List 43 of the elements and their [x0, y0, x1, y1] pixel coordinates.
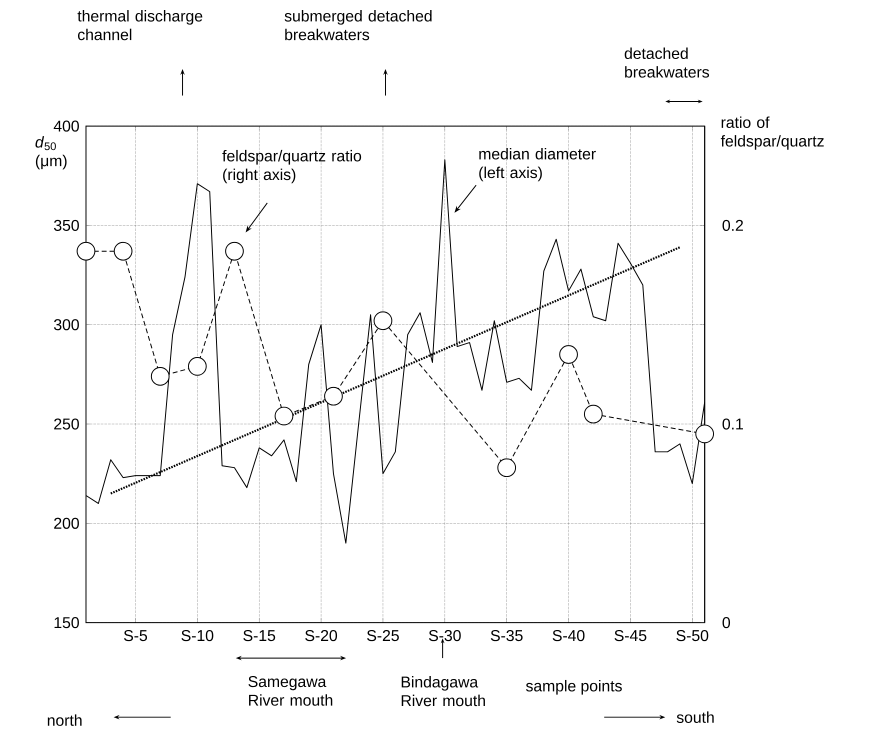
point [150, 367, 170, 386]
y-tick-label: 300 [54, 319, 79, 330]
y-tick-label: 350 [54, 220, 79, 231]
x-tick-label: S-5 [124, 630, 148, 642]
text: Samegawa River mouth [248, 676, 332, 706]
point [188, 357, 207, 376]
y2-tick-label: 0.1 [722, 418, 743, 430]
x-tick-label: S-50 [676, 630, 708, 642]
text: south [676, 711, 714, 723]
x-tick-label: S-20 [305, 630, 338, 642]
text: detached breakwaters [624, 47, 710, 78]
y-tick-label: 250 [54, 418, 79, 430]
x-axis-title: sample points [526, 680, 622, 695]
point [559, 345, 578, 364]
point [584, 404, 603, 424]
y-tick-label: 400 [54, 120, 79, 132]
x-tick-label: S-15 [243, 630, 276, 642]
y-axis-title: d$_{50}$ (μm) [35, 136, 67, 170]
point [695, 424, 714, 444]
y2-tick-label: 0 [722, 617, 730, 628]
annotation: feldspar/quartz ratio (right axis) [222, 150, 362, 184]
point [497, 458, 516, 478]
text: north [48, 714, 82, 726]
x-tick-label: S-10 [181, 630, 214, 642]
point [225, 242, 244, 261]
point [374, 311, 392, 330]
text: thermal discharge channel [78, 10, 202, 40]
point [324, 386, 343, 406]
y2-tick-label: 0.2 [722, 220, 743, 231]
text: submerged detached breakwaters [284, 10, 432, 40]
annotation: median diameter (left axis) [479, 148, 596, 182]
x-tick-label: S-25 [367, 630, 399, 642]
point [274, 406, 294, 426]
x-tick-label: S-45 [614, 630, 646, 642]
y-tick-label: 200 [54, 518, 79, 529]
text: Bindagawa River mouth [402, 676, 485, 706]
x-tick-label: S-40 [552, 630, 585, 642]
x-tick-label: S-35 [490, 630, 523, 642]
point [114, 242, 132, 261]
x-tick-label: S-30 [428, 630, 461, 642]
y2-axis-title: ratio of feldspar/quartz [720, 116, 824, 150]
y-tick-label: 150 [54, 617, 79, 628]
point [76, 242, 96, 261]
